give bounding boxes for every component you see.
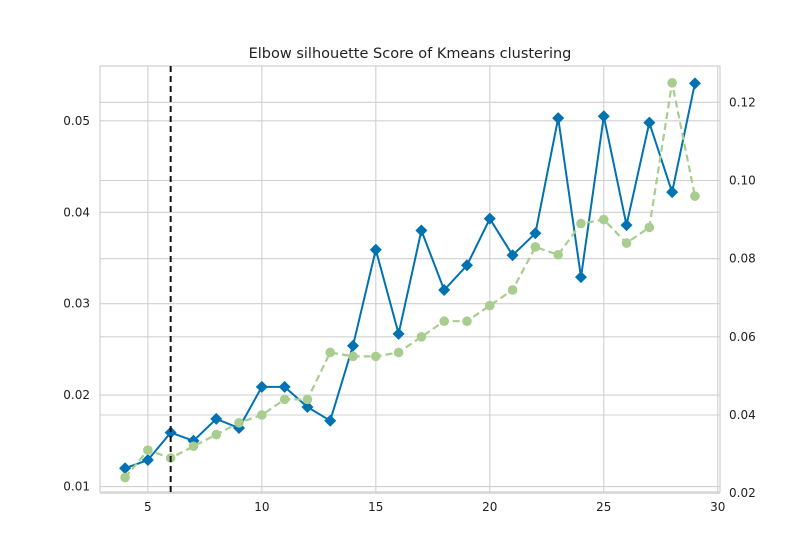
data-point-diamond: [119, 462, 132, 475]
data-point-circle: [644, 222, 655, 233]
data-point-diamond: [415, 224, 428, 237]
x-tick-label: 25: [596, 500, 611, 514]
data-point-diamond: [278, 380, 291, 393]
data-point-diamond: [438, 283, 451, 296]
x-tick-label: 10: [254, 500, 269, 514]
data-point-circle: [621, 238, 632, 248]
data-point-diamond: [574, 271, 587, 284]
data-point-circle: [690, 191, 700, 201]
data-point-circle: [462, 316, 472, 327]
data-point-diamond: [324, 414, 337, 427]
grid-layer: [100, 66, 720, 494]
data-point-circle: [576, 218, 586, 229]
data-point-diamond: [688, 77, 701, 90]
data-point-diamond: [597, 110, 610, 123]
data-point-diamond: [529, 227, 542, 240]
data-point-circle: [120, 472, 130, 483]
data-point-circle: [530, 242, 541, 252]
plot-frame: [99, 65, 721, 493]
data-point-circle: [302, 394, 313, 405]
data-point-diamond: [164, 426, 177, 439]
data-point-diamond: [369, 243, 382, 256]
data-point-circle: [507, 285, 518, 295]
chart-title: Elbow silhouette Score of Kmeans cluster…: [249, 46, 572, 62]
data-point-diamond: [620, 219, 633, 232]
y-tick-label-left: 0.05: [63, 114, 90, 128]
data-point-diamond: [506, 249, 519, 262]
data-point-diamond: [255, 380, 268, 393]
data-point-diamond: [666, 186, 679, 199]
y-tick-label-left: 0.04: [63, 205, 90, 219]
data-point-circle: [325, 347, 336, 358]
data-point-diamond: [301, 400, 314, 413]
data-point-diamond: [643, 116, 656, 129]
data-point-diamond: [347, 339, 360, 352]
x-tick-label: 15: [368, 500, 383, 514]
data-point-circle: [484, 300, 495, 311]
data-point-circle: [416, 332, 427, 342]
data-point-circle: [371, 351, 381, 362]
data-point-circle: [188, 441, 199, 452]
data-point-circle: [143, 445, 153, 455]
data-point-circle: [211, 429, 222, 440]
axes-layer: 5 10 15 20 25 30 0.01 0.02 0.03 0.04 0.05 0.02 0.04 0…: [63, 65, 756, 514]
x-tick-label: 30: [710, 500, 725, 514]
data-point-circle: [598, 214, 609, 225]
data-point-diamond: [552, 112, 565, 125]
data-point-circle: [393, 347, 404, 358]
data-point-circle: [439, 316, 449, 327]
data-point-diamond: [141, 454, 154, 467]
data-point-circle: [553, 249, 563, 260]
x-tick-label: 5: [144, 500, 152, 514]
data-point-circle: [279, 394, 290, 405]
x-tick-label: 20: [482, 500, 497, 514]
y-tick-label-right: 0.06: [729, 330, 756, 344]
y-tick-label-left: 0.03: [63, 297, 90, 311]
y-tick-label-right: 0.02: [729, 486, 756, 500]
y-tick-label-left: 0.02: [63, 388, 90, 402]
data-point-diamond: [460, 259, 473, 272]
data-point-circle: [348, 351, 358, 362]
data-point-circle: [257, 410, 267, 420]
data-point-circle: [667, 78, 677, 88]
y-tick-label-left: 0.01: [63, 480, 90, 494]
series-layer: [119, 77, 701, 483]
y-tick-label-right: 0.12: [729, 95, 756, 109]
data-point-diamond: [483, 212, 496, 225]
data-point-circle: [234, 418, 244, 428]
data-point-diamond: [210, 412, 223, 425]
y-tick-label-right: 0.08: [729, 252, 756, 266]
y-tick-label-right: 0.10: [729, 174, 756, 188]
y-tick-label-right: 0.04: [729, 408, 756, 422]
data-point-diamond: [392, 327, 405, 340]
